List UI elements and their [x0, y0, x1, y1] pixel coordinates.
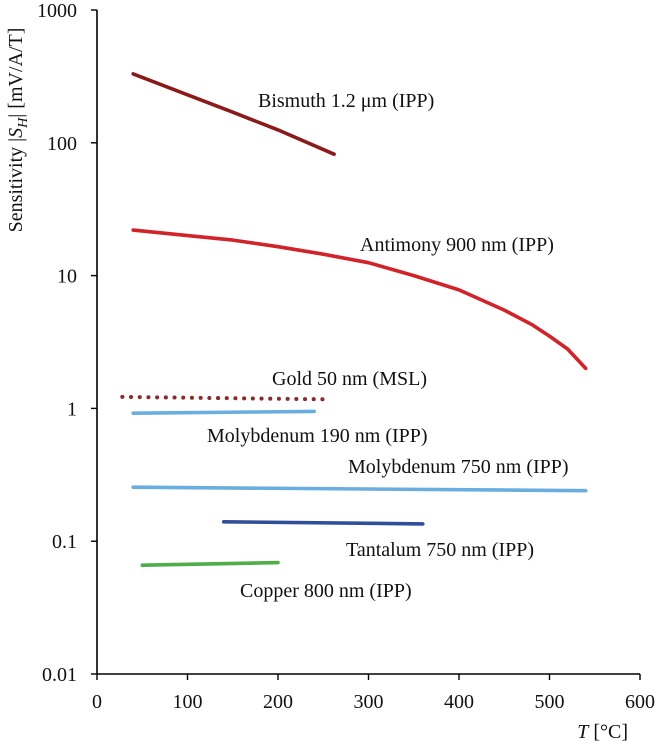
series-line-2: [120, 394, 326, 402]
y-tick-label: 0.01: [42, 664, 77, 686]
y-tick-label: 10: [57, 266, 77, 288]
x-tick-label: 200: [263, 691, 293, 713]
series-line-1: [131, 228, 588, 371]
series-line-0: [131, 72, 336, 156]
y-tick-label: 1000: [37, 0, 77, 22]
x-tick-label: 100: [173, 691, 203, 713]
series-line-3: [131, 409, 317, 416]
x-tick-label: 300: [354, 691, 384, 713]
y-tick-label: 1: [67, 398, 77, 420]
series-line-6: [140, 560, 280, 568]
y-tick-label: 0.1: [52, 531, 77, 553]
series-label-5: Tantalum 750 nm (IPP): [346, 539, 534, 561]
series-label-2: Gold 50 nm (MSL): [272, 368, 427, 390]
series-label-4: Molybdenum 750 nm (IPP): [348, 456, 569, 478]
series-labels: Bismuth 1.2 μm (IPP) Antimony 900 nm (IPP…: [207, 90, 569, 602]
x-tick-label: 500: [535, 691, 565, 713]
series-line-5: [221, 519, 425, 526]
y-axis-prefix: Sensitivity |: [5, 138, 27, 233]
y-axis-var: S: [5, 128, 27, 138]
series-line-4: [131, 485, 588, 493]
y-tick-label: 100: [47, 133, 77, 155]
x-axis-var: T: [577, 721, 590, 743]
x-axis-title: T [°C]: [577, 721, 628, 743]
series-label-1: Antimony 900 nm (IPP): [360, 234, 554, 256]
ticks: 0 100 200 300 400 500 600 0.01 0.1 1 10 100 1000: [37, 0, 655, 713]
x-axis-unit: [°C]: [588, 721, 628, 743]
x-tick-label: 400: [444, 691, 474, 713]
x-tick-label: 600: [625, 691, 655, 713]
x-tick-label: 0: [92, 691, 102, 713]
series-label-3: Molybdenum 190 nm (IPP): [207, 425, 428, 447]
y-axis-sub: H: [16, 117, 31, 129]
series-label-0: Bismuth 1.2 μm (IPP): [258, 90, 434, 112]
y-axis-suffix: | [mV/A/T]: [5, 28, 27, 118]
series-label-6: Copper 800 nm (IPP): [240, 580, 412, 602]
y-axis-title: Sensitivity |SH| [mV/A/T]: [5, 28, 31, 233]
series-layer: [120, 72, 588, 568]
